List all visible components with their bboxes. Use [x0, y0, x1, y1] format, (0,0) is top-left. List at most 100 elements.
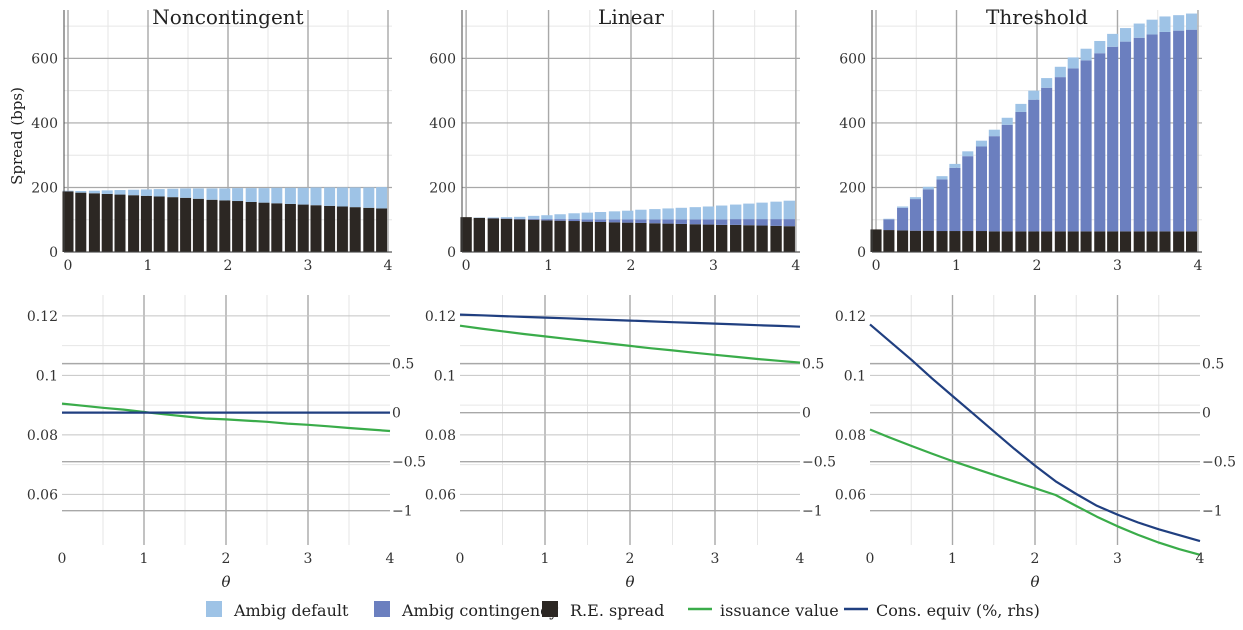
ambig-default-bar — [975, 140, 988, 147]
re-spread-bar — [949, 231, 961, 252]
re-spread-bar — [909, 230, 922, 252]
x-tick-label: 0 — [872, 258, 881, 274]
re-spread-bar — [1173, 231, 1185, 252]
legend-swatch — [374, 601, 390, 617]
ambig-contingency-bar — [770, 219, 782, 226]
ambig-default-bar — [1107, 33, 1119, 47]
ambig-default-bar — [988, 129, 1000, 137]
re-spread-bar — [1028, 231, 1040, 252]
x-tick-label: 1 — [948, 551, 957, 567]
x-tick-label: 4 — [796, 551, 805, 567]
ambig-contingency-bar — [1159, 31, 1171, 232]
re-spread-bar — [1041, 231, 1053, 252]
re-spread-bar — [783, 226, 795, 252]
x-tick-label: 2 — [626, 551, 635, 567]
re-spread-bar — [514, 219, 526, 252]
ambig-contingency-bar — [883, 219, 895, 231]
ambig-default-bar — [192, 188, 204, 199]
re-spread-bar — [500, 218, 513, 252]
x-tick-label: 2 — [224, 258, 233, 274]
ambig-default-bar — [363, 187, 375, 208]
re-spread-bar — [635, 222, 647, 252]
ambig-default-bar — [500, 217, 513, 219]
re-spread-bar — [206, 199, 218, 252]
ambig-default-bar — [206, 188, 218, 200]
ambig-contingency-bar — [1133, 37, 1145, 232]
x-tick-label: 0 — [64, 258, 73, 274]
re-spread-bar — [128, 195, 140, 252]
ambig-default-bar — [271, 187, 283, 204]
re-spread-bar — [689, 224, 701, 252]
ambig-default-bar — [297, 187, 309, 205]
legend-label: R.E. spread — [570, 601, 664, 620]
ambig-default-bar — [594, 211, 607, 220]
re-spread-bar — [363, 207, 375, 252]
ambig-contingency-bar — [922, 189, 934, 231]
re-spread-bar — [376, 208, 388, 252]
ambig-contingency-bar — [783, 219, 795, 227]
ambig-default-bar — [635, 209, 647, 220]
bar-panel-3: 0 1 2 3 4 0 200 400 600 Threshold — [839, 5, 1202, 274]
ambig-default-bar — [487, 217, 499, 219]
ambig-contingency-bar — [1080, 60, 1092, 232]
y-tick-label: 0.06 — [425, 487, 456, 503]
ambig-contingency-bar — [909, 199, 922, 231]
ambig-contingency-bar — [702, 219, 715, 225]
x-tick-label: 1 — [544, 258, 553, 274]
ambig-default-bar — [883, 218, 895, 220]
re-spread-bar — [258, 202, 270, 252]
ambig-contingency-bar — [649, 219, 661, 224]
ambig-default-bar — [153, 189, 165, 197]
ambig-contingency-bar — [897, 207, 909, 231]
x-tick-label: 4 — [791, 258, 800, 274]
ambig-default-bar — [922, 186, 934, 190]
x-tick-label: 1 — [541, 551, 550, 567]
ambig-default-bar — [541, 215, 553, 220]
re-spread-bar — [284, 203, 296, 252]
ambig-default-bar — [62, 190, 74, 192]
ambig-default-bar — [730, 204, 742, 220]
ambig-default-bar — [1159, 16, 1171, 32]
re-spread-bar — [716, 224, 728, 252]
ambig-contingency-bar — [554, 219, 566, 221]
x-tick-label: 2 — [1033, 258, 1042, 274]
re-spread-bar — [1185, 231, 1198, 252]
legend-swatch — [206, 601, 222, 617]
y2-tick-label: −0.5 — [1202, 455, 1236, 471]
x-tick-label: 4 — [386, 551, 395, 567]
ambig-contingency-bar — [962, 156, 974, 232]
re-spread-bar — [1159, 231, 1171, 252]
ambig-default-bar — [258, 188, 270, 203]
ambig-default-bar — [1028, 90, 1040, 100]
ambig-default-bar — [167, 188, 179, 198]
re-spread-bar — [1094, 231, 1106, 252]
ambig-default-bar — [1185, 13, 1198, 30]
ambig-contingency-bar — [608, 219, 621, 223]
re-spread-bar — [662, 223, 674, 252]
re-spread-bar — [336, 206, 348, 252]
re-spread-bar — [883, 230, 895, 252]
re-spread-bar — [743, 225, 755, 252]
ambig-default-bar — [336, 187, 348, 207]
ambig-contingency-bar — [975, 146, 988, 232]
re-spread-bar — [180, 197, 192, 252]
y-tick-label: 400 — [839, 116, 866, 132]
ambig-default-bar — [962, 151, 974, 157]
line-panel-1: 0 1 2 3 4 0.06 0.08 0.1 0.12 −1 −0.5 0 0.5 θ — [27, 295, 426, 591]
ambig-default-bar — [514, 216, 526, 219]
ambig-default-bar — [528, 215, 540, 219]
re-spread-bar — [140, 195, 152, 252]
x-tick-label: 1 — [952, 258, 961, 274]
ambig-contingency-bar — [1054, 77, 1066, 232]
ambig-default-bar — [756, 202, 768, 220]
y-tick-label: 0.08 — [425, 428, 456, 444]
ambig-contingency-bar — [1028, 99, 1040, 232]
y-tick-label: 200 — [429, 180, 456, 196]
x-tick-label: 2 — [222, 551, 231, 567]
re-spread-bar — [101, 193, 113, 252]
panel-title: Noncontingent — [152, 5, 303, 29]
ambig-default-bar — [88, 190, 100, 194]
ambig-default-bar — [219, 188, 231, 201]
ambig-contingency-bar — [1185, 29, 1198, 232]
ambig-contingency-bar — [756, 219, 768, 226]
